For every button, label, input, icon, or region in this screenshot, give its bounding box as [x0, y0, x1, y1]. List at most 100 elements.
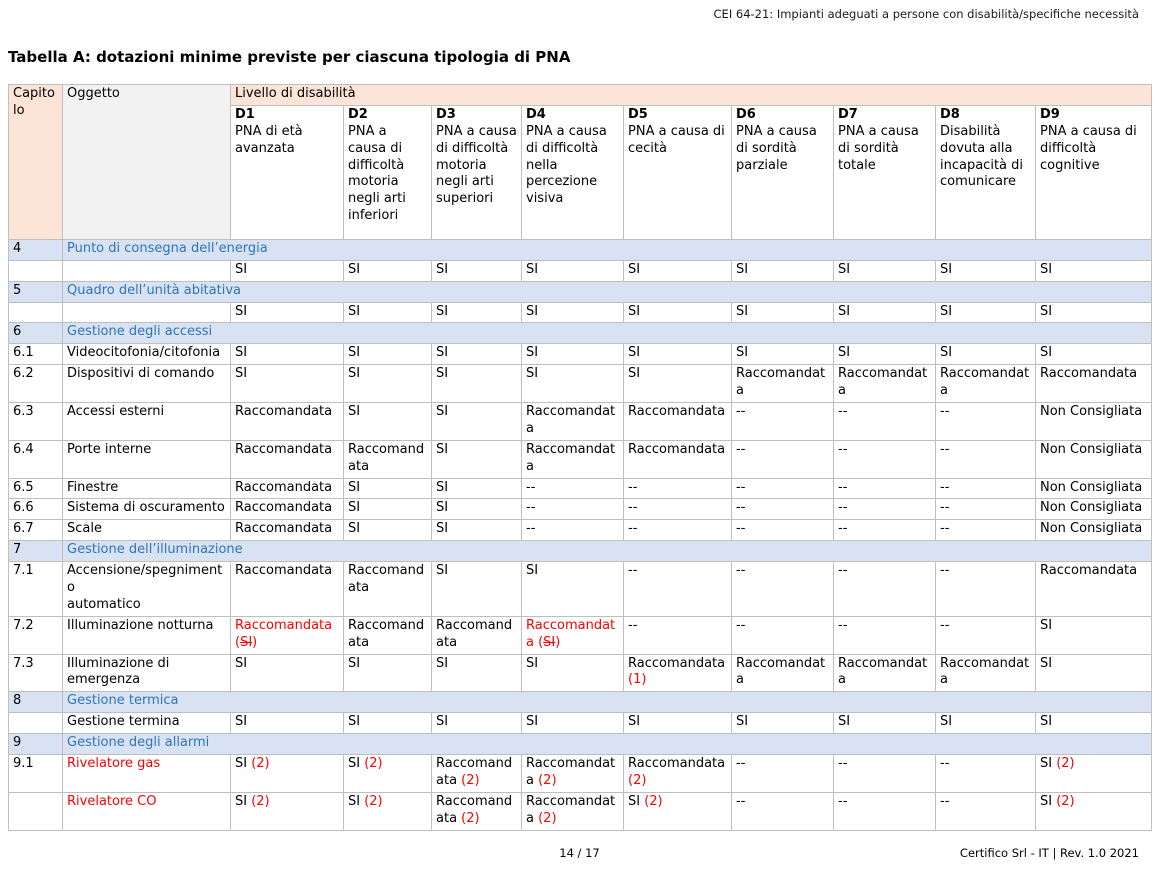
section-row-6: 6 Gestione degli accessi	[8, 322, 1153, 345]
value-cell-d9: Raccomandata	[1034, 561, 1153, 617]
value-cell-d6: Raccomandata	[731, 364, 834, 404]
value-cell-d1: Raccomandata	[230, 561, 344, 617]
chapter-cell: 6.2	[8, 364, 63, 404]
column-header-capitolo: Capitolo	[8, 84, 63, 240]
text-run: (2)	[538, 810, 557, 826]
value-cell-d8: SI	[935, 343, 1036, 366]
value-cell-d8: --	[935, 519, 1036, 542]
text-run: (2)	[644, 793, 663, 809]
text-run: Raccomandata	[436, 793, 513, 826]
object-cell: Illuminazione notturna	[62, 615, 231, 655]
value-cell-d1: SI	[230, 301, 344, 324]
value-cell-d8: --	[935, 439, 1036, 479]
value-cell-d4: Raccomandata (SI)	[521, 615, 624, 655]
object-cell: Gestione termina	[62, 712, 231, 735]
value-cell-d7: SI	[833, 343, 936, 366]
text-run: SI	[348, 756, 365, 772]
value-cell-d1: SI (2)	[230, 754, 344, 793]
value-cell-d7: SI	[833, 712, 936, 735]
chapter-cell	[8, 259, 63, 282]
value-cell-d1: Raccomandata	[230, 402, 344, 441]
data-row-6.2: 6.2 Dispositivi di comando SI SI SI SI SI Racco…	[8, 364, 1153, 404]
text-run: Raccomandata	[628, 756, 726, 772]
value-cell-d2: SI (2)	[343, 791, 432, 831]
object-cell: Porte interne	[62, 439, 231, 479]
value-cell-d9: SI	[1034, 301, 1153, 324]
text-run: SI	[1040, 793, 1057, 809]
value-cell-d9: SI (2)	[1034, 791, 1153, 831]
object-cell: Scale	[62, 519, 231, 542]
disability-code: D2	[348, 106, 368, 122]
column-header-d7: D7 PNA a causa di sordità totale	[833, 104, 936, 240]
value-cell-d3: Raccomandata (2)	[431, 791, 522, 831]
chapter-cell: 6.6	[8, 498, 63, 521]
value-cell-d8: --	[935, 754, 1036, 793]
text-run: Raccomandata	[628, 655, 726, 671]
data-row-6.5: 6.5 Finestre Raccomandata SI SI -- -- -- -- -- Non…	[8, 477, 1153, 500]
disability-description: PNA a causa di difficoltà motoria negli …	[348, 123, 406, 224]
value-cell-d3: SI	[431, 343, 522, 366]
level-di-disabilita-header: Livello di disabilità	[229, 84, 1153, 106]
data-row-6.4: 6.4 Porte interne Raccomandata Raccomandata…	[8, 439, 1153, 479]
value-cell-d4: SI	[521, 364, 624, 404]
data-row-6.7: 6.7 Scale Raccomandata SI SI -- -- -- -- -- Non Co…	[8, 519, 1153, 542]
value-cell-d9: SI	[1034, 343, 1153, 366]
value-cell-d9: Non Consigliata	[1034, 477, 1153, 500]
section-number-cell: 5	[8, 280, 63, 303]
text-run: SI	[1040, 756, 1057, 772]
text-run: (2)	[1056, 756, 1075, 772]
value-cell-d5: SI	[623, 301, 732, 324]
section-number-cell: 9	[8, 733, 63, 756]
value-cell-d5: SI	[623, 259, 732, 282]
value-cell-d9: SI	[1034, 712, 1153, 735]
value-cell-d7: --	[833, 439, 936, 479]
text-run: Raccomandata (	[235, 617, 333, 650]
pna-dotazioni-table: Capitolo Oggetto Livello di disabilità D1 PN…	[8, 84, 1153, 831]
value-cell-d3: SI	[431, 712, 522, 735]
column-header-d2: D2 PNA a causa di difficoltà motoria negl…	[343, 104, 432, 240]
column-header-d9: D9 PNA a causa di difficoltà cognitive	[1034, 104, 1153, 240]
object-cell: Sistema di oscuramento	[62, 498, 231, 521]
disability-code: D7	[838, 106, 858, 122]
value-cell-d7: --	[833, 791, 936, 831]
value-cell-d3: Raccomandata (2)	[431, 754, 522, 793]
chapter-cell: 6.7	[8, 519, 63, 542]
value-cell-d1: Raccomandata (SI)	[230, 615, 344, 655]
value-cell-d9: Raccomandata	[1034, 364, 1153, 404]
disability-description: PNA a causa di cecità	[628, 123, 725, 156]
document-header-text: CEI 64-21: Impianti adeguati a persone c…	[713, 7, 1139, 21]
disability-description: Disabilità dovuta alla incapacità di com…	[940, 123, 1024, 190]
disability-description: PNA a causa di sordità parziale	[736, 123, 817, 173]
value-cell-d2: SI	[343, 343, 432, 366]
value-cell-d4: SI	[521, 259, 624, 282]
value-cell-d1: Raccomandata	[230, 477, 344, 500]
value-cell-d2: SI	[343, 519, 432, 542]
value-cell-d7: --	[833, 519, 936, 542]
value-cell-d7: --	[833, 477, 936, 500]
section-row-5: 5 Quadro dell’unità abitativa	[8, 280, 1153, 303]
object-cell	[62, 259, 231, 282]
value-cell-d5: --	[623, 498, 732, 521]
value-cell-d2: SI	[343, 364, 432, 404]
data-row-6.3: 6.3 Accessi esterni Raccomandata SI SI Raccom…	[8, 402, 1153, 441]
chapter-cell	[8, 301, 63, 324]
value-cell-d4: Raccomandata (2)	[521, 754, 624, 793]
value-cell-d5: --	[623, 561, 732, 617]
value-cell-d2: SI	[343, 498, 432, 521]
object-cell	[62, 301, 231, 324]
value-cell-d8: SI	[935, 301, 1036, 324]
disability-description: PNA a causa di difficoltà nella percezio…	[526, 123, 607, 207]
value-cell-d6: SI	[731, 712, 834, 735]
value-cell-d8: Raccomandata	[935, 364, 1036, 404]
section-title-cell: Gestione degli allarmi	[61, 733, 1153, 756]
section-number-cell: 8	[8, 691, 63, 714]
object-cell: Illuminazione di emergenza	[62, 653, 231, 693]
table-title: Tabella A: dotazioni minime previste per…	[8, 48, 571, 66]
value-cell-d4: Raccomandata	[521, 439, 624, 479]
disability-description: PNA a causa di difficoltà cognitive	[1040, 123, 1137, 173]
chapter-cell: 7.3	[8, 653, 63, 693]
value-cell-d6: --	[731, 498, 834, 521]
value-cell-d1: SI	[230, 259, 344, 282]
disability-description: PNA di età avanzata	[235, 123, 303, 156]
text-run: (2)	[461, 810, 480, 826]
